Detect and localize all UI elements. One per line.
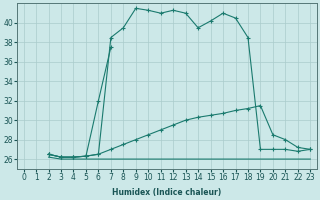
X-axis label: Humidex (Indice chaleur): Humidex (Indice chaleur) bbox=[112, 188, 221, 197]
